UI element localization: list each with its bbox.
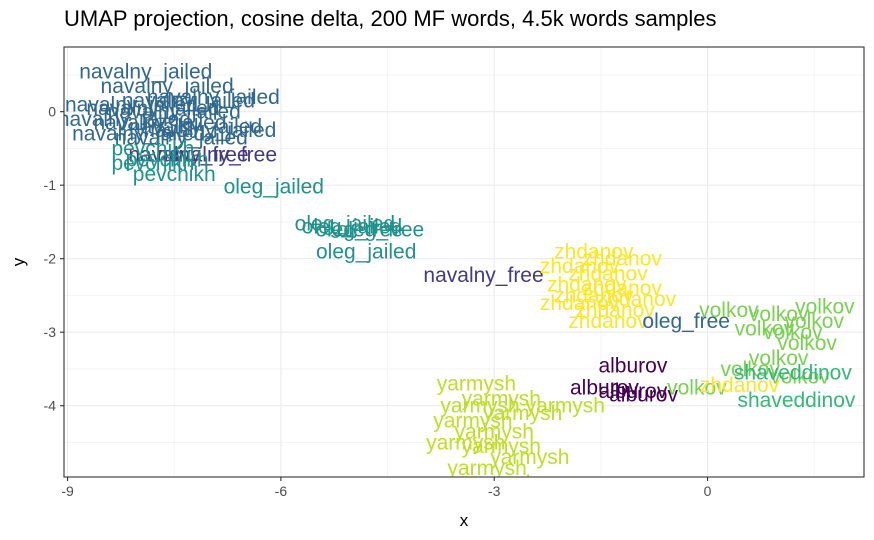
point-label-yarmysh: yarmysh bbox=[462, 435, 541, 458]
point-label-volkov: volkov bbox=[749, 303, 809, 326]
point-label-oleg-free: oleg_free bbox=[315, 218, 403, 241]
point-label-alburov: alburov bbox=[598, 380, 667, 403]
y-axis-title: y bbox=[9, 257, 28, 266]
point-label-navalny-jailed: navalny_jailed bbox=[86, 97, 219, 120]
point-label-navalny-jailed: navalny_jailed bbox=[79, 60, 212, 83]
point-label-oleg-free: oleg_free bbox=[337, 218, 425, 241]
y-tick-label: 0 bbox=[48, 104, 56, 120]
point-label-navalny-free: navalny_free bbox=[423, 264, 543, 287]
point-labels: navalny_jailednavalny_jailednavalny_jail… bbox=[58, 60, 856, 495]
point-label-navalny-jailed: navalny_jailed bbox=[143, 119, 276, 142]
point-label-yarmysh: yarmysh bbox=[483, 402, 562, 425]
point-label-pevchikh: pevchikh bbox=[111, 137, 194, 160]
point-label-zhdanov: zhdanov bbox=[583, 277, 663, 300]
point-label-navalny-jailed: navalny_jailed bbox=[65, 93, 198, 116]
point-label-zhdanov: zhdanov bbox=[554, 240, 634, 263]
point-label-zhdanov: zhdanov bbox=[540, 292, 620, 315]
y-tick-label: -4 bbox=[44, 398, 57, 414]
point-label-yarmysh: yarmysh bbox=[526, 395, 605, 418]
point-label-zhdanov: zhdanov bbox=[554, 284, 634, 307]
point-label-shaveddinov: shaveddinov bbox=[737, 389, 855, 412]
point-label-volkov: volkov bbox=[770, 365, 830, 388]
point-label-navalny-jailed: navalny_jailed bbox=[115, 126, 248, 149]
x-tick-label: -6 bbox=[275, 483, 288, 499]
point-label-yarmysh: yarmysh bbox=[440, 395, 519, 418]
point-label-zhdanov: zhdanov bbox=[700, 374, 780, 397]
point-label-yarmysh: yarmysh bbox=[458, 472, 537, 495]
point-label-oleg-jailed: oleg_jailed bbox=[224, 176, 324, 199]
point-label-zhdanov: zhdanov bbox=[540, 255, 620, 278]
point-label-oleg-free: oleg_free bbox=[642, 310, 730, 333]
x-tick-label: -9 bbox=[61, 483, 74, 499]
point-label-oleg-jailed: oleg_jailed bbox=[295, 212, 395, 235]
chart-title: UMAP projection, cosine delta, 200 MF wo… bbox=[64, 6, 717, 31]
point-label-navalny-jailed: navalny_jailed bbox=[58, 108, 191, 131]
x-tick-label: -3 bbox=[488, 483, 501, 499]
point-label-volkov: volkov bbox=[777, 332, 837, 355]
point-label-zhdanov: zhdanov bbox=[597, 288, 677, 311]
point-label-yarmysh: yarmysh bbox=[447, 457, 526, 480]
point-label-volkov: volkov bbox=[735, 318, 795, 341]
point-label-shaveddinov: shaveddinov bbox=[734, 362, 852, 385]
point-label-yarmysh: yarmysh bbox=[455, 420, 534, 443]
point-label-alburov: alburov bbox=[570, 376, 639, 399]
point-label-navalny-jailed: navalny_jailed bbox=[72, 123, 205, 146]
point-label-volkov: volkov bbox=[763, 321, 823, 344]
point-label-oleg-jailed: oleg_jailed bbox=[302, 215, 402, 238]
x-axis-title: x bbox=[460, 511, 469, 530]
point-label-zhdanov: zhdanov bbox=[568, 310, 648, 333]
point-label-navalny-jailed: navalny_jailed bbox=[147, 86, 280, 109]
plot-border bbox=[63, 46, 865, 478]
point-label-zhdanov: zhdanov bbox=[568, 262, 648, 285]
point-label-navalny-free: navalny_free bbox=[128, 143, 248, 166]
point-label-navalny-free: navalny_free bbox=[157, 143, 277, 166]
point-label-yarmysh: yarmysh bbox=[426, 431, 505, 454]
point-label-navalny-jailed: navalny_jailed bbox=[101, 75, 234, 98]
point-label-oleg-jailed: oleg_jailed bbox=[316, 240, 416, 263]
grid-major bbox=[64, 47, 864, 477]
point-label-navalny-jailed: navalny_jailed bbox=[129, 115, 262, 138]
point-label-volkov: volkov bbox=[784, 310, 844, 333]
y-tick-label: -2 bbox=[44, 251, 57, 267]
point-label-pevchikh: pevchikh bbox=[111, 152, 194, 175]
point-label-yarmysh: yarmysh bbox=[437, 373, 516, 396]
axis-ticks: -9 -6 -3 0 0 -1 -2 -3 -4 bbox=[44, 104, 712, 499]
point-label-yarmysh: yarmysh bbox=[490, 446, 569, 469]
point-label-navalny-jailed: navalny_jailed bbox=[122, 90, 255, 113]
point-label-volkov: volkov bbox=[699, 299, 759, 322]
point-label-zhdanov: zhdanov bbox=[583, 248, 663, 271]
point-label-zhdanov: zhdanov bbox=[575, 299, 655, 322]
point-label-zhdanov: zhdanov bbox=[547, 273, 627, 296]
point-label-pevchikh: pevchikh bbox=[126, 148, 209, 171]
point-label-pevchikh: pevchikh bbox=[133, 163, 216, 186]
point-label-navalny-jailed: navalny_jailed bbox=[93, 112, 226, 135]
y-tick-label: -1 bbox=[44, 177, 57, 193]
point-label-navalny-jailed: navalny_jailed bbox=[108, 101, 241, 124]
point-label-yarmysh: yarmysh bbox=[462, 387, 541, 410]
x-tick-label: 0 bbox=[704, 483, 712, 499]
point-label-alburov: alburov bbox=[598, 354, 667, 377]
point-label-volkov: volkov bbox=[720, 358, 780, 381]
point-label-volkov: volkov bbox=[749, 347, 809, 370]
y-tick-label: -3 bbox=[44, 324, 57, 340]
point-label-volkov: volkov bbox=[667, 376, 727, 399]
point-label-yarmysh: yarmysh bbox=[433, 409, 512, 432]
point-label-volkov: volkov bbox=[795, 295, 855, 318]
point-label-alburov: alburov bbox=[609, 384, 678, 407]
